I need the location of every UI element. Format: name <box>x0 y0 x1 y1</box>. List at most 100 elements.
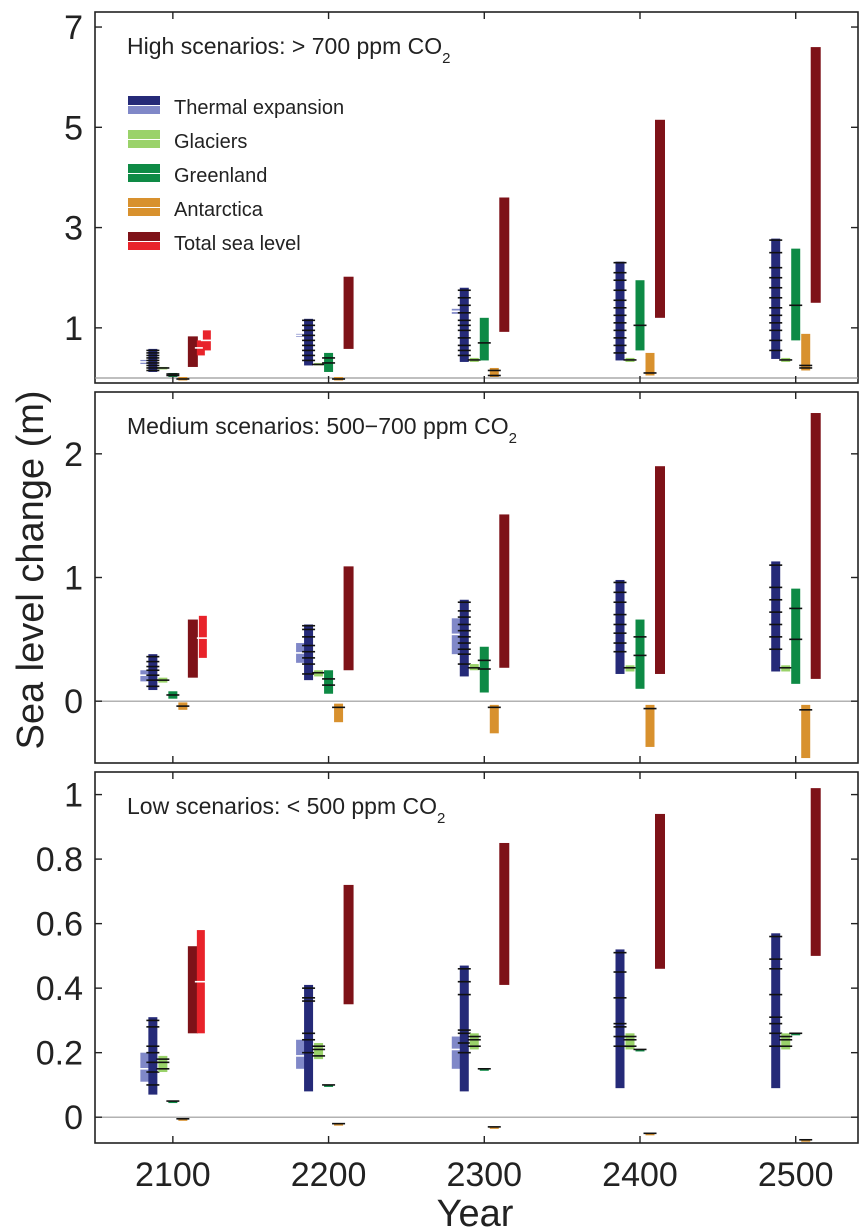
range-bar <box>334 703 344 723</box>
legend-swatch-dark <box>128 164 160 173</box>
range-bar <box>158 1055 168 1073</box>
legend-label: Greenland <box>174 165 267 187</box>
legend-label: Total sea level <box>174 233 301 255</box>
range-bar <box>140 1052 150 1082</box>
y-tick-label: 2 <box>64 436 83 474</box>
range-bar <box>187 619 198 678</box>
range-bar <box>324 1084 334 1087</box>
y-tick-label: 1 <box>64 310 83 348</box>
x-axis-title: Year <box>437 1193 514 1230</box>
panel-frame <box>94 391 859 764</box>
range-bar <box>615 579 625 674</box>
range-bar <box>801 1139 811 1142</box>
range-bar <box>343 276 354 349</box>
legend-item: Thermal expansion <box>128 96 344 119</box>
y-tick-label: 0.8 <box>36 841 83 879</box>
range-bar <box>655 466 665 674</box>
x-tick-label: 2400 <box>602 1156 678 1194</box>
panel-title: Medium scenarios: 500−700 ppm CO2 <box>127 413 517 447</box>
legend-label: Thermal expansion <box>174 97 344 119</box>
range-bar <box>810 788 821 956</box>
y-tick-label: 0.6 <box>36 906 83 944</box>
range-bar <box>148 1017 158 1095</box>
range-bar <box>479 317 489 361</box>
range-bar <box>635 1049 645 1052</box>
legend-swatch-dark <box>128 96 160 105</box>
panel-title-subscript: 2 <box>437 810 445 827</box>
x-axis: 2100 2200 2300 2400 2500 <box>135 1156 833 1194</box>
legend-swatch-light <box>128 174 160 182</box>
y-axis-title: Sea level change (m) <box>10 390 52 749</box>
range-bar <box>810 413 821 679</box>
range-bar <box>781 1033 791 1050</box>
legend-item: Antarctica <box>128 198 264 221</box>
range-bar <box>499 514 510 668</box>
x-tick-label: 2200 <box>291 1156 367 1194</box>
legend-swatch-dark <box>128 198 160 207</box>
range-bar <box>489 704 499 734</box>
legend-swatch-dark <box>128 130 160 139</box>
range-bar <box>314 1042 324 1060</box>
y-tick-label: 7 <box>64 9 83 47</box>
legend-swatch-light <box>128 106 160 114</box>
legend-item: Greenland <box>128 164 267 187</box>
range-bar <box>489 367 499 377</box>
range-bar <box>801 333 811 371</box>
range-bar <box>655 813 665 969</box>
y-tick-label: 1 <box>64 777 83 815</box>
range-bar <box>635 619 645 689</box>
range-bar <box>469 1033 479 1050</box>
range-bar <box>187 946 198 1034</box>
range-bar <box>459 599 469 677</box>
range-bar <box>148 654 158 691</box>
legend-item: Total sea level <box>128 232 301 255</box>
range-bar <box>451 618 461 655</box>
panel-title-main: High scenarios: > 700 ppm CO <box>127 33 442 59</box>
y-tick-label: 5 <box>64 109 83 147</box>
panel-title-subscript: 2 <box>442 50 450 67</box>
legend-swatch-light <box>128 242 160 250</box>
range-bar <box>499 197 510 332</box>
range-bar <box>304 984 314 1092</box>
y-tick-label: 0.2 <box>36 1035 83 1073</box>
range-bar <box>645 352 655 376</box>
range-bar <box>771 933 781 1089</box>
range-bar <box>771 238 781 359</box>
legend-label: Glaciers <box>174 131 247 153</box>
y-tick-label: 3 <box>64 210 83 248</box>
range-bar <box>296 1039 306 1069</box>
range-bar <box>459 965 469 1092</box>
range-bar <box>187 336 198 367</box>
panel-title-main: Low scenarios: < 500 ppm CO <box>127 793 437 819</box>
y-tick-label: 0 <box>64 1099 83 1137</box>
range-bar <box>324 670 334 694</box>
range-bar <box>178 1118 188 1121</box>
range-bar <box>810 47 821 303</box>
range-bar <box>791 248 801 341</box>
panel-title-subscript: 2 <box>509 430 517 447</box>
panel-title: High scenarios: > 700 ppm CO2 <box>127 33 450 67</box>
range-bar <box>791 588 801 684</box>
range-bar <box>645 1133 655 1136</box>
y-tick-label: 0.4 <box>36 970 83 1008</box>
legend-item: Glaciers <box>128 130 247 153</box>
x-tick-label: 2500 <box>758 1156 834 1194</box>
range-bar <box>801 704 811 759</box>
range-bar <box>198 615 207 658</box>
legend: Thermal expansion Glaciers Greenland Antarc… <box>128 96 344 255</box>
range-bar <box>615 261 625 361</box>
range-bar <box>635 280 645 351</box>
legend-label: Antarctica <box>174 199 264 221</box>
range-bar <box>645 704 655 747</box>
range-bar <box>343 566 354 671</box>
panel-title-main: Medium scenarios: 500−700 ppm CO <box>127 413 509 439</box>
x-tick-label: 2300 <box>446 1156 522 1194</box>
panel-title: Low scenarios: < 500 ppm CO2 <box>127 793 445 827</box>
y-tick-label: 1 <box>64 560 83 598</box>
panel-frame <box>94 11 859 384</box>
range-bar <box>343 884 354 1005</box>
range-bar <box>791 1033 801 1036</box>
